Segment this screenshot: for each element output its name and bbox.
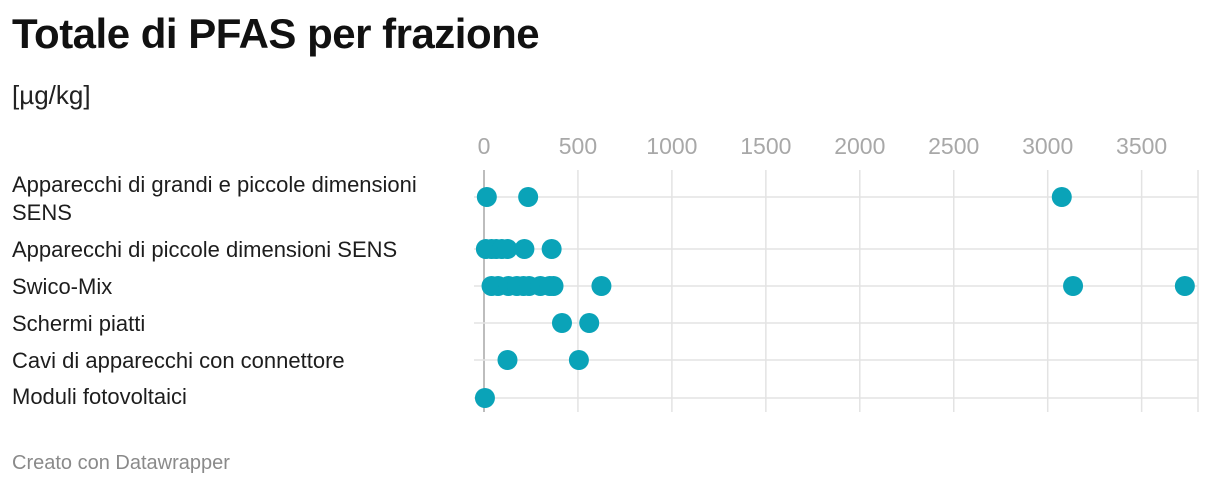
grid-layer (474, 170, 1199, 412)
category-label: Apparecchi di piccole dimensioni SENS (12, 237, 397, 262)
x-tick-label: 1000 (646, 133, 697, 159)
chart-title: Totale di PFAS per frazione (12, 10, 540, 57)
category-label: SENS (12, 200, 72, 225)
data-point (1063, 276, 1084, 296)
data-point (551, 313, 572, 333)
data-point (476, 187, 497, 207)
x-tick-label: 2000 (834, 133, 885, 159)
data-point (541, 239, 562, 259)
data-point (568, 350, 589, 370)
x-tick-label: 0 (478, 133, 491, 159)
x-tick-label: 2500 (928, 133, 979, 159)
chart-subtitle-unit: [µg/kg] (12, 80, 91, 110)
credit-footer: Creato con Datawrapper (12, 452, 230, 474)
dot-plot: 0 500 1000 1500 2000 2500 3000 3500 Apparecchi … (12, 133, 1199, 412)
category-label: Swico-Mix (12, 274, 112, 299)
data-point (514, 239, 535, 259)
data-point (579, 313, 600, 333)
data-points (474, 187, 1195, 408)
category-label: Moduli fotovoltaici (12, 384, 187, 409)
x-tick-label: 3500 (1116, 133, 1167, 159)
category-label: Schermi piatti (12, 311, 145, 336)
data-point (591, 276, 612, 296)
data-point (1051, 187, 1072, 207)
data-point (474, 388, 495, 408)
data-point (1174, 276, 1195, 296)
x-tick-labels: 0 500 1000 1500 2000 2500 3000 3500 (478, 133, 1168, 159)
category-label: Cavi di apparecchi con connettore (12, 348, 345, 373)
x-tick-label: 3000 (1022, 133, 1073, 159)
data-point (497, 350, 518, 370)
x-tick-label: 500 (559, 133, 597, 159)
data-point (497, 239, 518, 259)
x-tick-label: 1500 (740, 133, 791, 159)
data-point (518, 187, 539, 207)
category-label: Apparecchi di grandi e piccole dimension… (12, 172, 417, 197)
category-labels: Apparecchi di grandi e piccole dimension… (12, 172, 417, 409)
data-point (543, 276, 564, 296)
